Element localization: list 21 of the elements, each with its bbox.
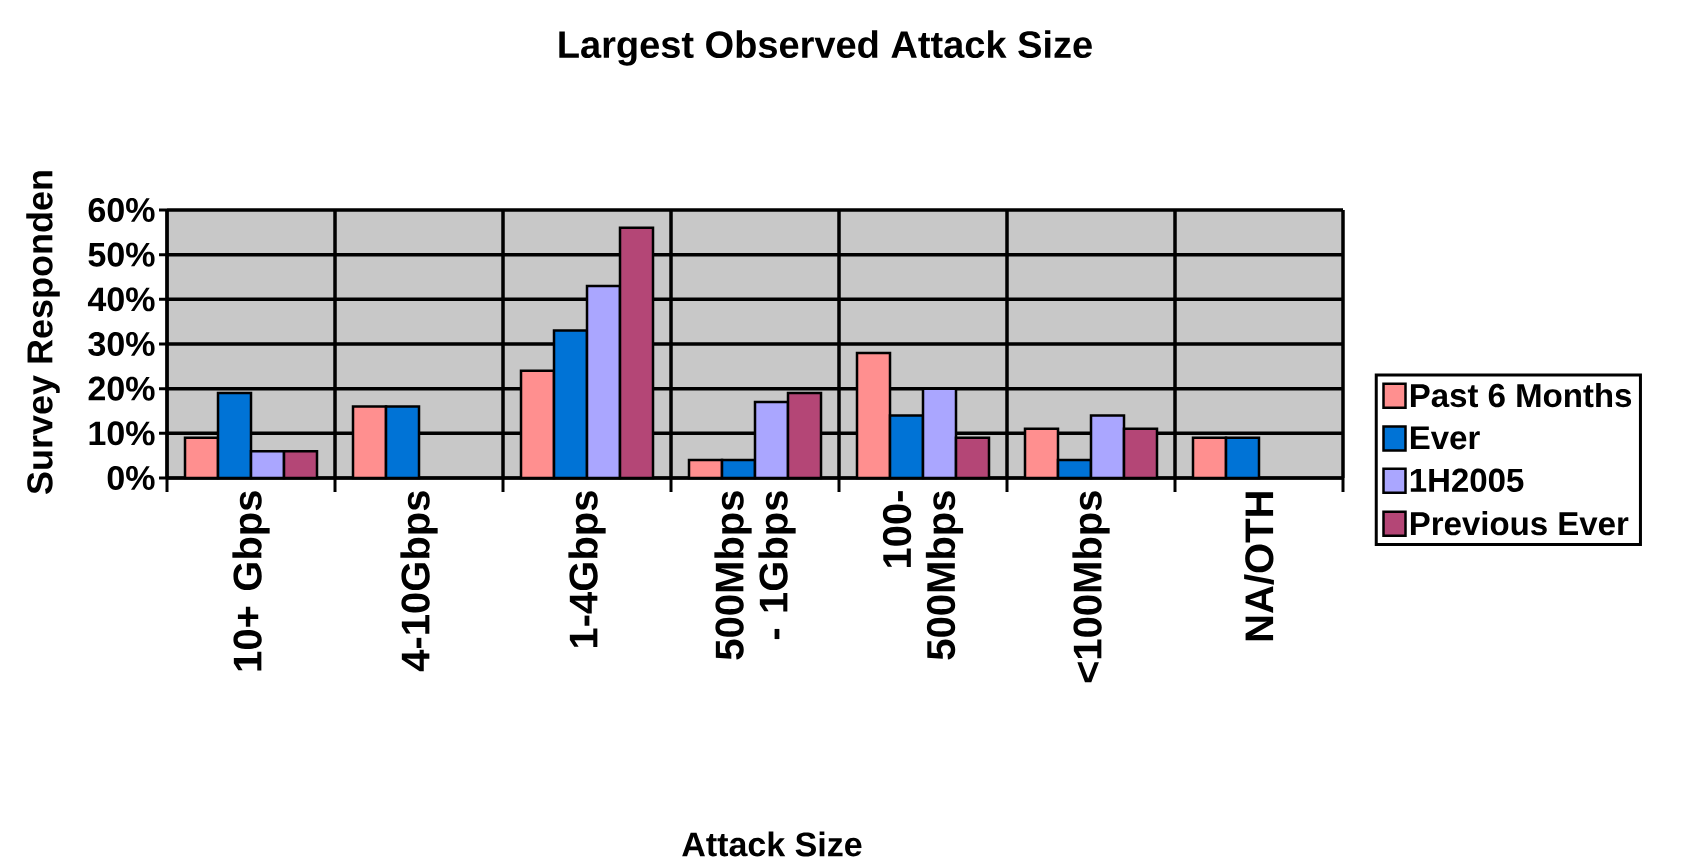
- x-tick-label: NA/OTH: [1244, 492, 1274, 641]
- y-tick-label: 60%: [88, 197, 155, 223]
- chart-title: Largest Observed Attack Size: [559, 30, 1092, 66]
- y-tick-label: 40%: [87, 287, 155, 312]
- legend-label: 1H2005: [1410, 468, 1524, 492]
- y-tick-label: 30%: [88, 331, 155, 357]
- legend-label: Past 6 Months: [1410, 382, 1632, 408]
- x-axis-title: Attack Size: [682, 831, 862, 857]
- y-tick-label: 50%: [88, 242, 155, 267]
- x-tick-label: 10+ Gbps: [232, 491, 270, 671]
- y-tick-label: 0%: [107, 465, 155, 491]
- legend-label: Ever: [1410, 426, 1480, 450]
- x-tick-label: 500Mbps - 1Gbps: [714, 491, 796, 660]
- y-tick-label: 20%: [88, 376, 155, 401]
- x-tick-label: 1-4Gbps: [568, 491, 606, 648]
- x-tick-label: 4-10Gbps: [400, 491, 438, 672]
- x-tick-label: 100-500Mbps: [882, 491, 964, 660]
- y-axis-title: Survey Responden: [26, 171, 60, 494]
- y-tick-label: 10%: [89, 421, 155, 446]
- legend-label: Previous Ever: [1410, 511, 1629, 536]
- x-tick-label: <100Mbps: [1072, 491, 1110, 683]
